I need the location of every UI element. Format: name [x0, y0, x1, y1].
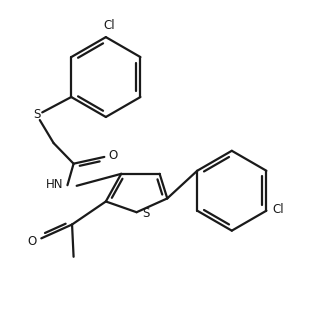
Text: S: S [33, 108, 40, 121]
Text: HN: HN [46, 178, 63, 191]
Text: Cl: Cl [103, 19, 115, 32]
Text: Cl: Cl [273, 203, 285, 216]
Text: O: O [28, 235, 37, 248]
Text: O: O [108, 149, 117, 162]
Text: S: S [143, 207, 150, 220]
